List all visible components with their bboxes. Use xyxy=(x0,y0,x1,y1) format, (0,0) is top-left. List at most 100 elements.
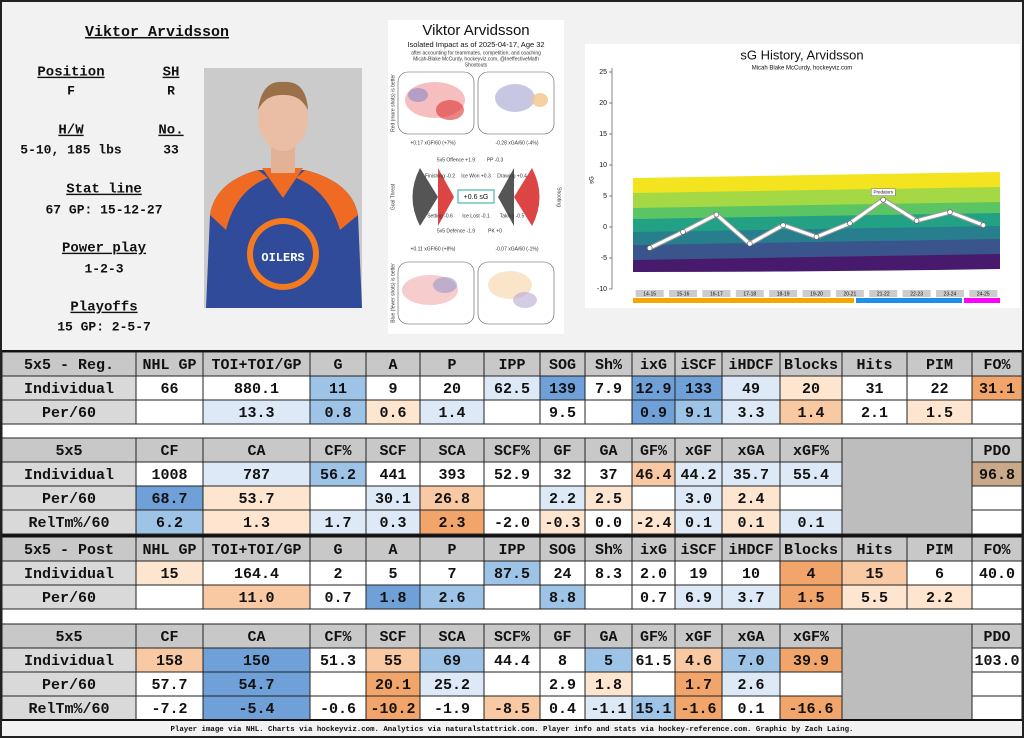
stat-value: 7.0 xyxy=(737,653,764,670)
stat-cell xyxy=(779,399,843,425)
stat-value: -0.3 xyxy=(544,515,580,532)
header-label: 5x5 xyxy=(55,629,82,646)
stat-value: 61.5 xyxy=(635,653,671,670)
header-label: G xyxy=(333,357,342,374)
stat-value: 880.1 xyxy=(234,381,279,398)
row-label: RelTm%/60 xyxy=(28,701,109,718)
stat-value: 0.8 xyxy=(324,405,351,422)
impact-component: Drawing +0.4 xyxy=(497,173,527,179)
row-label-cell xyxy=(1,461,137,487)
row-label: Individual xyxy=(24,381,114,398)
stat-cell xyxy=(971,647,1023,673)
stat-value: 55.4 xyxy=(793,467,829,484)
header-label: SCA xyxy=(438,629,465,646)
stat-value: 12.9 xyxy=(635,381,671,398)
stat-cell xyxy=(309,671,367,697)
header-label: iHDCF xyxy=(728,357,773,374)
impact-note: after accounting for teammates, competit… xyxy=(411,50,541,56)
stat-value: 68.7 xyxy=(151,491,187,508)
point xyxy=(980,222,987,228)
impact-label: -0.07 xGA/60 (-1%) xyxy=(495,246,538,252)
stat-value: 20.1 xyxy=(375,677,411,694)
impact-side-label: Shooting xyxy=(556,187,562,207)
point xyxy=(713,211,720,218)
value: 1-2-3 xyxy=(84,261,123,276)
stat-value: 2.3 xyxy=(438,515,465,532)
x-tick-box xyxy=(702,290,731,297)
impact-component: 5v5 Offence +1.9 xyxy=(437,157,475,163)
x-tick-box xyxy=(769,290,798,297)
header-label: G xyxy=(333,542,342,559)
stat-value: 1.3 xyxy=(243,515,270,532)
stat-value: 6.2 xyxy=(156,515,183,532)
stat-cell xyxy=(721,461,781,487)
stat-value: 44.4 xyxy=(494,653,530,670)
header-label: PIM xyxy=(926,357,953,374)
stat-cell xyxy=(135,399,204,425)
header-cell xyxy=(419,536,485,562)
header-label: FO% xyxy=(983,542,1011,559)
stat-cell xyxy=(483,671,541,697)
team-bar xyxy=(633,298,854,303)
stat-cell xyxy=(841,560,908,586)
header-label: xGF% xyxy=(793,443,830,460)
y-tick-label: 0 xyxy=(603,224,607,231)
stat-cell xyxy=(539,509,586,535)
impact-title: Viktor Arvidsson xyxy=(422,22,529,39)
stat-value: 1.8 xyxy=(595,677,622,694)
stat-value: 24 xyxy=(553,566,571,583)
stat-cell xyxy=(419,695,485,721)
stat-cell xyxy=(365,647,421,673)
header-label: PIM xyxy=(926,542,953,559)
x-tick-label: 20-21 xyxy=(843,291,856,297)
stat-value: 46.4 xyxy=(635,467,671,484)
stat-value: 8 xyxy=(558,653,567,670)
impact-component: 5v5 Defence -1.9 xyxy=(437,228,475,234)
header-label: SCF% xyxy=(494,443,531,460)
stat-value: 44.2 xyxy=(680,467,716,484)
header-cell xyxy=(483,351,541,377)
stat-value: 1.7 xyxy=(685,677,712,694)
stat-value: 37 xyxy=(599,467,617,484)
stat-value: 5.5 xyxy=(861,590,888,607)
header-label: P xyxy=(447,357,456,374)
filler xyxy=(841,437,973,535)
header-label: SOG xyxy=(549,357,576,374)
stat-value: 32 xyxy=(553,467,571,484)
stat-value: 0.4 xyxy=(549,701,576,718)
header-label: NHL GP xyxy=(142,357,196,374)
row-label: Per/60 xyxy=(42,491,96,508)
stat-value: 56.2 xyxy=(320,467,356,484)
stat-cell xyxy=(483,584,541,610)
stat-cell xyxy=(584,560,633,586)
impact-component: Setting -0.6 xyxy=(427,213,453,219)
header-label: SOG xyxy=(549,542,576,559)
header-label: 5x5 - Reg. xyxy=(24,357,114,374)
stat-value: 139 xyxy=(549,381,576,398)
stat-cell xyxy=(309,399,367,425)
stat-cell xyxy=(419,509,485,535)
header-cell xyxy=(631,437,676,463)
x-tick-label: 18-19 xyxy=(777,291,790,297)
x-tick-box xyxy=(902,290,931,297)
header-label: PDO xyxy=(983,443,1010,460)
value: R xyxy=(167,83,175,98)
x-tick-label: 24-25 xyxy=(977,291,990,297)
header-label: IPP xyxy=(498,542,525,559)
header-label: TOI+TOI/GP xyxy=(211,542,301,559)
stat-value: 2.2 xyxy=(926,590,953,607)
stat-cell xyxy=(584,584,633,610)
stat-value: 2.6 xyxy=(438,590,465,607)
team-bar xyxy=(856,298,962,303)
header-label: CF% xyxy=(324,443,352,460)
stat-value: 40.0 xyxy=(979,566,1015,583)
header-label: IPP xyxy=(498,357,525,374)
stat-cell xyxy=(539,695,586,721)
header-label: Blocks xyxy=(784,357,838,374)
stat-cell xyxy=(674,461,723,487)
row-label-cell xyxy=(1,584,137,610)
stat-value: 31.1 xyxy=(979,381,1015,398)
stat-value: 39.9 xyxy=(793,653,829,670)
stat-value: 6.9 xyxy=(685,590,712,607)
stat-cell xyxy=(841,375,908,401)
